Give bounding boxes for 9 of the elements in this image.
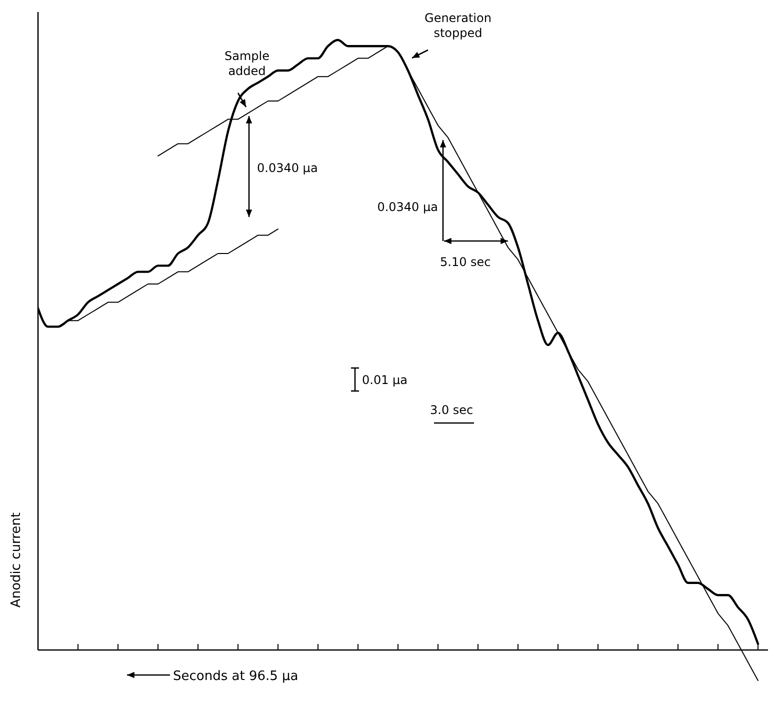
- annotation: 0.0340 μa: [257, 161, 318, 175]
- annotation: 0.01 μa: [362, 373, 408, 387]
- y-axis-title: Anodic current: [9, 512, 24, 608]
- annotation: 0.0340 μa: [377, 200, 438, 214]
- x-axis-title: Seconds at 96.5 μa: [173, 669, 298, 684]
- annotation: 5.10 sec: [440, 255, 491, 269]
- annotation: Generation stopped: [424, 11, 492, 40]
- annotation: Sample added: [224, 49, 270, 78]
- annotation: 3.0 sec: [430, 403, 474, 417]
